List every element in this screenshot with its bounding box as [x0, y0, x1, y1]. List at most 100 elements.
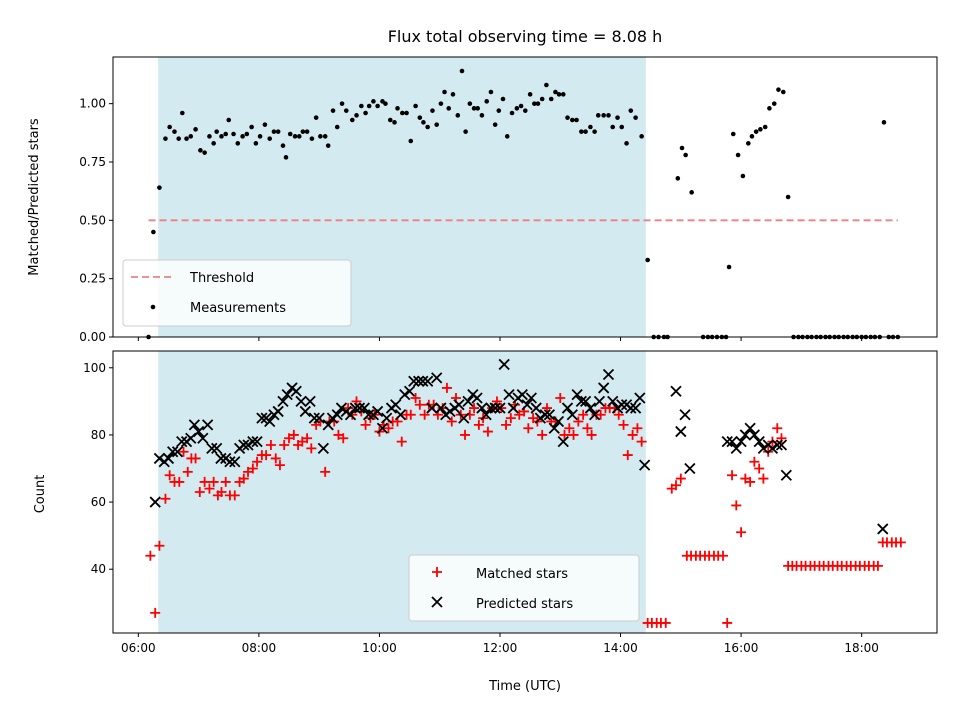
measurement-point: [570, 117, 575, 123]
predicted-star-point: [331, 409, 343, 421]
measurement-point: [438, 101, 444, 106]
legend-threshold-label: Threshold: [189, 271, 254, 286]
matched-star-point: [274, 460, 285, 471]
measurement-point: [363, 110, 368, 116]
measurement-point: [500, 96, 506, 102]
matched-star-point: [441, 382, 452, 393]
bottom-legend: Matched stars Predicted stars: [408, 554, 640, 622]
predicted-star-point: [326, 412, 339, 424]
matched-star-point: [182, 466, 193, 477]
predicted-star-point: [176, 436, 188, 448]
matched-star-point: [632, 423, 643, 434]
measurement-point: [523, 108, 528, 113]
predicted-star-point: [290, 385, 302, 397]
predicted-star-point: [748, 429, 760, 441]
measurement-point: [730, 131, 736, 137]
measurement-point: [271, 129, 277, 134]
matched-star-point: [745, 476, 756, 487]
bottom-legend-box: [408, 554, 640, 622]
matched-star-point: [279, 440, 290, 450]
matched-star-point: [872, 560, 883, 571]
predicted-star-point: [353, 402, 366, 414]
legend-matched-swatch: [432, 567, 442, 577]
matched-star-point: [469, 403, 480, 414]
measurement-point: [350, 117, 355, 123]
measurement-point: [509, 110, 515, 116]
measurement-point: [595, 113, 601, 118]
predicted-star-point: [390, 399, 402, 411]
measurement-point: [683, 152, 688, 158]
matched-star-point: [190, 453, 201, 464]
measurement-point: [740, 173, 746, 179]
predicted-star-point: [780, 469, 792, 481]
measurement-point: [244, 131, 250, 137]
matched-star-point: [247, 463, 258, 474]
predicted-star-point: [335, 402, 348, 414]
measurement-point: [392, 120, 397, 125]
measurement-point: [214, 129, 219, 134]
matched-star-point: [586, 429, 597, 440]
predicted-star-point: [403, 385, 416, 397]
measurement-point: [300, 129, 306, 134]
predicted-star-point: [480, 409, 492, 421]
measurement-point: [574, 117, 579, 123]
matched-star-point: [627, 429, 638, 440]
predicted-star-point: [431, 372, 443, 384]
predicted-star-point: [539, 409, 551, 421]
measurement-point: [375, 103, 380, 109]
predicted-star-point: [206, 442, 218, 454]
predicted-star-point: [735, 436, 747, 448]
predicted-star-point: [471, 392, 483, 404]
measurement-point: [610, 124, 616, 130]
predicted-star-point: [308, 412, 320, 424]
measurement-point: [408, 138, 414, 144]
matched-star-point: [564, 423, 575, 434]
matched-star-point: [660, 617, 671, 628]
predicted-star-point: [317, 442, 330, 454]
x-tick-label: 06:00: [121, 641, 156, 655]
measurement-point: [400, 110, 405, 116]
predicted-star-point: [679, 409, 691, 421]
predicted-star-point: [525, 392, 537, 404]
matched-star-point: [154, 540, 165, 551]
measurement-point: [579, 129, 584, 134]
predicted-star-point: [534, 412, 547, 424]
matched-star-point: [150, 607, 161, 618]
measurement-point: [157, 185, 162, 190]
measurement-point: [211, 141, 216, 146]
measurement-point: [758, 127, 763, 132]
measurement-point: [240, 134, 245, 139]
predicted-star-point: [215, 452, 227, 465]
top-y-tick-label: 1.00: [79, 97, 106, 111]
predicted-star-point: [153, 452, 166, 465]
predicted-star-point: [149, 496, 161, 508]
legend-measurement-swatch: [150, 304, 156, 310]
measurement-point: [231, 131, 236, 137]
predicted-star-point: [211, 442, 223, 454]
matched-star-point: [238, 473, 249, 484]
matched-star-point: [559, 429, 570, 440]
measurement-point: [198, 148, 203, 153]
predicted-star-point: [543, 409, 556, 421]
predicted-star-point: [238, 439, 250, 451]
predicted-star-point: [192, 425, 205, 438]
matched-star-point: [731, 500, 742, 511]
bottom-y-tick-label: 80: [91, 428, 106, 442]
predicted-star-point: [358, 402, 370, 414]
matched-star-point: [749, 456, 760, 467]
x-tick-label: 14:00: [603, 641, 638, 655]
predicted-star-point: [197, 432, 209, 444]
matched-star-point: [895, 537, 906, 548]
measurement-point: [434, 122, 439, 127]
matched-star-point: [220, 476, 231, 487]
predicted-star-point: [571, 389, 583, 401]
measurement-point: [262, 122, 268, 127]
legend-measurement-label: Measurements: [190, 301, 286, 316]
measurement-point: [193, 127, 198, 132]
measurement-point: [202, 150, 207, 155]
measurement-point: [560, 92, 566, 97]
measurement-point: [249, 124, 254, 130]
x-tick-label: 18:00: [844, 641, 879, 655]
measurement-point: [488, 89, 494, 95]
bottom-y-tick-label: 60: [91, 495, 106, 509]
